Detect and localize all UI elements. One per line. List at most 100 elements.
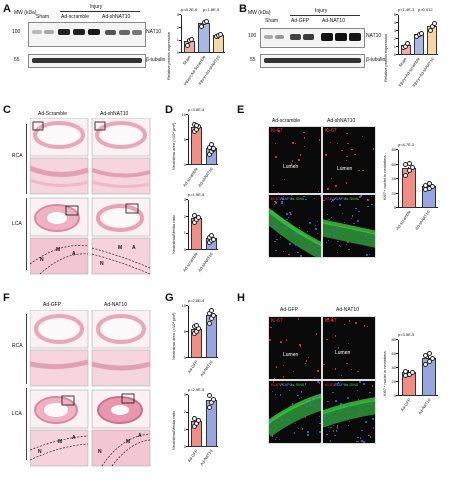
nucleus-dot [358,169,360,172]
x-axis [188,164,218,165]
x-category-label: Ad-NAT10 [199,448,214,467]
y-tick [186,232,188,234]
nucleus-dot [297,427,299,430]
nucleus-dot [329,234,331,237]
nucleus-dot [347,405,350,407]
nucleus-dot [298,397,301,400]
nucleus-dot [342,212,344,215]
y-tick-label: 1 [176,37,179,43]
nucleus-dot [273,204,275,206]
nucleus-dot [346,132,348,135]
merge-ad-shnat10-image: Ki-67/DAPI/α-SMA [322,194,376,258]
nucleus-dot [374,230,375,233]
y-tick [186,164,188,165]
nucleus-dot [327,188,329,190]
nucleus-dot [347,397,349,399]
nucleus-dot [297,394,299,396]
nucleus-dot [292,371,295,373]
y-tick [186,411,188,413]
nucleus-dot [328,421,331,423]
nucleus-dot [270,326,272,328]
nucleus-dot [282,198,284,200]
nucleus-dot [275,156,277,158]
y-tick-label: 0 [393,205,396,210]
y-tick [186,139,188,140]
x-category-label: Ad-shNAT10 [196,166,214,188]
nucleus-dot [342,224,345,226]
y-tick [396,339,398,340]
nucleus-dot [292,142,294,144]
panel-label-f: F [3,292,10,304]
nucleus-dot [336,425,339,427]
nucleus-dot [313,197,316,200]
lumen-label: Lumen [337,166,353,172]
y-tick [186,199,188,200]
nucleus-dot [303,195,305,197]
mw-marker-100: 100 [12,29,21,35]
nucleus-dot [278,438,281,440]
data-point [203,19,209,25]
nucleus-dot [354,153,356,155]
nucleus-dot [318,139,321,141]
y-tick-label: 1 [183,426,186,432]
nucleus-dot [353,222,355,224]
chart-g1: 0 5 10 Ad-GFP Ad-NAT10 p=2.0E-4 [182,299,218,377]
y-tick [396,353,398,354]
row-lca: LCA [12,221,22,227]
nucleus-dot [278,417,280,420]
nucleus-dot [325,154,327,156]
lane-sham: Sham [265,18,279,24]
nucleus-dot [360,195,362,197]
y-tick-label: 4 [393,20,396,25]
data-point [431,21,437,27]
col-ad-nat10: Ad-NAT10 [336,307,359,313]
nucleus-dot [350,218,353,220]
nucleus-dot [281,419,283,421]
nucleus-dot [329,440,332,442]
nucleus-dot [334,368,337,370]
data-point [406,161,412,166]
mw-label: MW (kDa) [248,10,271,16]
rca-ad-gfp-section [30,310,89,349]
nucleus-dot [309,404,312,406]
col-ad-shnat10: Ad-shNAT10 [327,118,356,124]
lumen-label: Lumen [335,350,351,356]
data-point [194,122,199,128]
nucleus-dot [317,191,320,193]
data-point [426,350,432,356]
layer-n: N [100,261,104,267]
nucleus-dot [330,178,333,180]
y-axis [181,15,182,53]
chart-d2: 0 1 2 3 Ad-scramble Ad-shNAT10 p=1.9E-5 [182,193,218,273]
nucleus-dot [286,219,288,221]
col-ad-gfp: Ad-GFP [43,302,62,308]
x-category-label: Ad-NAT10 [416,397,432,416]
y-tick-label: 10 [181,303,186,308]
data-point [403,172,409,178]
nucleus-dot [345,230,348,232]
merge-legend: Ki-67/DAPI/α-SMA [325,382,359,387]
injury-label: Injury [315,8,328,14]
y-tick [396,149,398,150]
nucleus-dot [309,222,311,224]
y-tick-label: 5 [183,329,186,334]
nucleus-dot [348,405,351,408]
nucleus-dot [320,435,321,438]
rca-bracket [26,314,27,384]
nucleus-dot [367,206,369,208]
data-point [196,214,202,220]
nucleus-dot [283,226,286,228]
nucleus-dot [279,236,282,239]
nucleus-dot [278,130,280,132]
y-tick [186,429,188,430]
data-point [218,31,224,37]
nucleus-dot [305,198,307,201]
nucleus-dot [347,342,350,345]
nucleus-dot [357,440,360,442]
x-axis [188,446,218,447]
injury-bracket [60,11,140,12]
nucleus-dot [299,344,301,346]
nucleus-dot [369,436,372,438]
rca-ad-shnat10-section [91,118,151,157]
nucleus-dot [283,364,285,366]
